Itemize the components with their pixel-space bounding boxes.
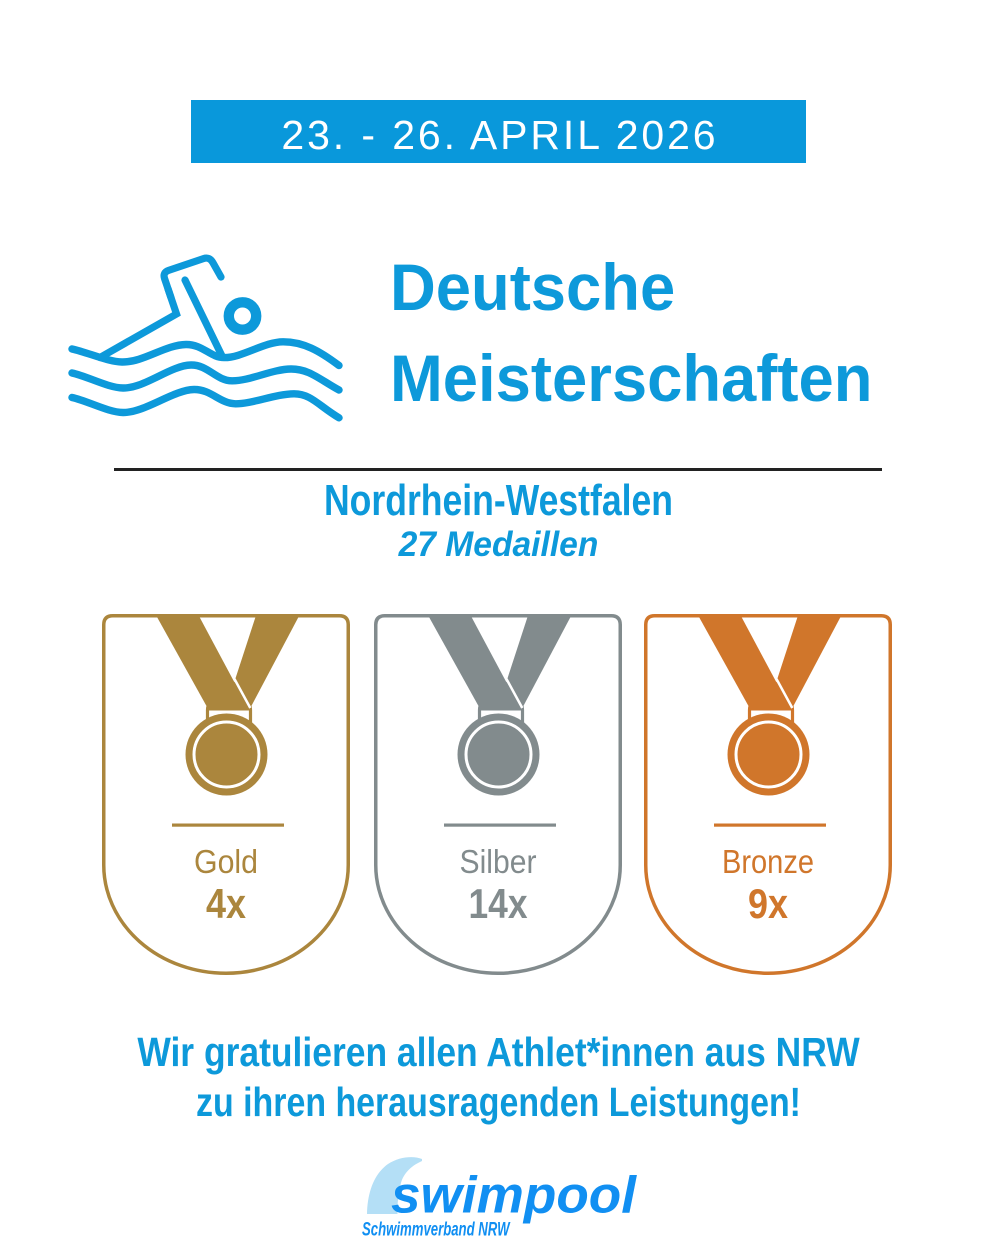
svg-text:Silber: Silber	[460, 844, 537, 881]
svg-text:9x: 9x	[748, 880, 789, 927]
svg-text:4x: 4x	[206, 880, 247, 927]
svg-text:Bronze: Bronze	[722, 844, 814, 881]
svg-text:swimpool: swimpool	[391, 1167, 638, 1225]
svg-text:14x: 14x	[469, 880, 529, 927]
svg-text:Schwimmverband NRW: Schwimmverband NRW	[362, 1218, 511, 1240]
svg-text:Gold: Gold	[194, 844, 258, 881]
